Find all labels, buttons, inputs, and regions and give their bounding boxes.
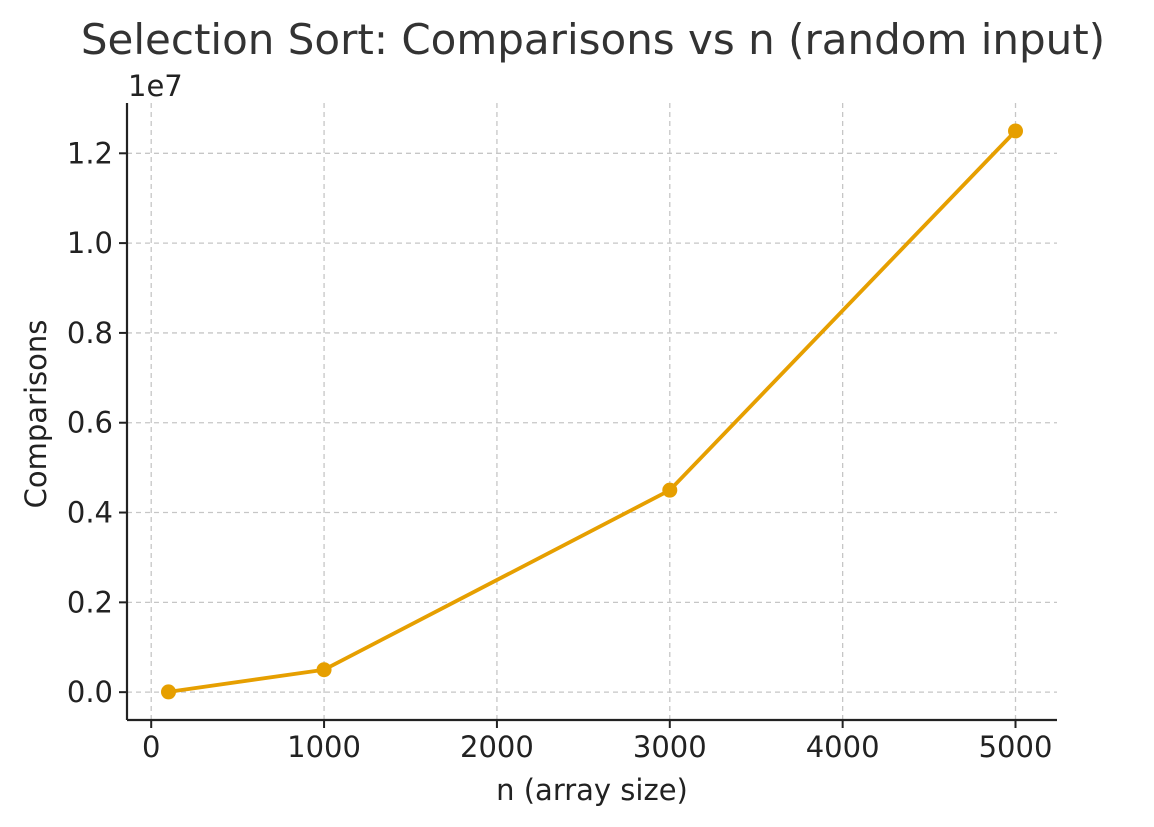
series-line <box>166 129 1018 694</box>
y-tick-label: 0.4 <box>67 496 113 530</box>
data-point <box>316 662 332 678</box>
grid <box>127 103 1057 720</box>
x-tick-label: 5000 <box>979 730 1053 764</box>
y-tick-label: 0.8 <box>67 316 113 350</box>
x-axis-ticks: 0 1000 2000 3000 4000 5000 <box>142 720 1052 764</box>
x-tick-label: 1000 <box>287 730 361 764</box>
series <box>160 123 1024 700</box>
y-tick-label: 0.2 <box>67 585 113 619</box>
y-tick-label: 1.0 <box>67 226 113 260</box>
x-tick-label: 0 <box>142 730 160 764</box>
y-axis-ticks: 0.0 0.2 0.4 0.6 0.8 1.0 1.2 <box>67 136 127 709</box>
data-point <box>160 684 176 700</box>
x-axis-label: n (array size) <box>496 773 688 807</box>
y-tick-label: 0.0 <box>67 675 113 709</box>
x-tick-label: 2000 <box>460 730 534 764</box>
chart-title: Selection Sort: Comparisons vs n (random… <box>81 15 1105 64</box>
data-point <box>1008 123 1024 139</box>
y-offset-label: 1e7 <box>128 69 183 103</box>
x-tick-label: 4000 <box>806 730 880 764</box>
y-axis-label: Comparisons <box>19 320 53 509</box>
x-tick-label: 3000 <box>633 730 707 764</box>
y-tick-label: 1.2 <box>67 136 113 170</box>
y-tick-label: 0.6 <box>67 406 113 440</box>
data-point <box>662 482 678 498</box>
